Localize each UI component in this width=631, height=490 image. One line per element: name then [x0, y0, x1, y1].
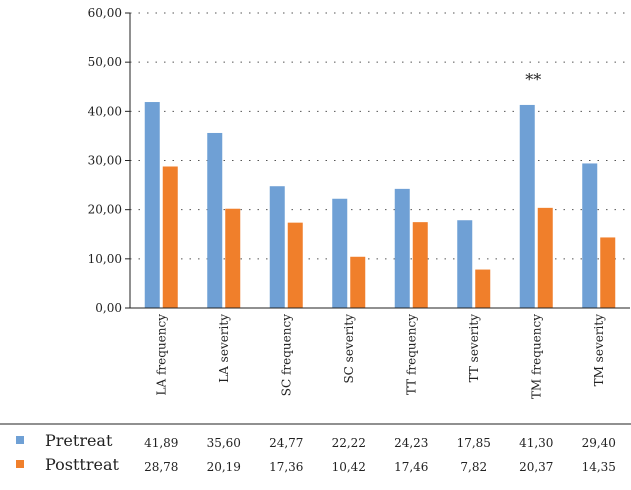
table-value: 35,60: [207, 436, 241, 450]
table-value: 28,78: [144, 460, 178, 474]
y-tick-label: 50,00: [88, 55, 122, 69]
bar-pretreat-7: [519, 104, 535, 308]
y-tick-label: 20,00: [88, 203, 122, 217]
x-axis: LA frequency LA severity SC frequency SC se…: [130, 307, 630, 399]
category-label: SC frequency: [279, 314, 293, 396]
category-label: SC severity: [342, 314, 356, 384]
y-axis: 0,00 10,00 20,00 30,00 40,00 50,00 60,00: [88, 6, 131, 315]
y-tick-label: 60,00: [88, 6, 122, 20]
y-tick-label: 40,00: [88, 104, 122, 118]
significance-annotation: **: [525, 70, 541, 89]
bar-posttreat-2: [225, 208, 241, 308]
bar-posttreat-3: [287, 222, 303, 308]
legend-label-pretreat: Pretreat: [45, 431, 113, 450]
bar-posttreat-7: [537, 207, 553, 308]
category-label: LA frequency: [154, 314, 168, 396]
bars: [144, 102, 616, 308]
legend-swatch-pretreat: [16, 436, 24, 444]
gridlines: [130, 12, 630, 260]
bar-pretreat-4: [332, 198, 348, 308]
category-label: TT frequency: [404, 314, 418, 395]
bar-posttreat-8: [600, 237, 616, 308]
bar-pretreat-8: [582, 163, 598, 308]
table-value: 10,42: [332, 460, 366, 474]
table-value: 14,35: [582, 460, 616, 474]
table-value: 20,37: [519, 460, 553, 474]
bar-pretreat-1: [144, 102, 160, 308]
bar-posttreat-5: [412, 222, 428, 308]
category-label: TM frequency: [529, 314, 543, 399]
data-table: Pretreat 41,89 35,60 24,77 22,22 24,23 17,85 41…: [0, 423, 631, 474]
legend-swatch-posttreat: [16, 460, 24, 468]
table-value: 29,40: [582, 436, 616, 450]
bar-pretreat-3: [269, 186, 285, 308]
bar-pretreat-2: [207, 132, 223, 308]
y-tick-label: 10,00: [88, 252, 122, 266]
table-value: 7,82: [460, 460, 487, 474]
table-value: 17,36: [269, 460, 303, 474]
table-value: 24,77: [269, 436, 303, 450]
table-value: 41,30: [519, 436, 553, 450]
legend-label-posttreat: Posttreat: [45, 455, 119, 474]
y-tick-label: 0,00: [95, 301, 122, 315]
bar-posttreat-1: [162, 166, 178, 308]
table-value: 41,89: [144, 436, 178, 450]
category-label: TM severity: [592, 314, 606, 387]
category-label: TT severity: [467, 314, 481, 383]
bar-posttreat-6: [475, 269, 491, 308]
bar-posttreat-4: [350, 256, 366, 308]
category-label: LA severity: [217, 314, 231, 383]
table-value: 20,19: [207, 460, 241, 474]
bar-pretreat-6: [457, 220, 473, 308]
annotations: **: [525, 70, 541, 89]
table-value: 22,22: [332, 436, 366, 450]
y-tick-label: 30,00: [88, 154, 122, 168]
table-value: 24,23: [394, 436, 428, 450]
table-value: 17,85: [457, 436, 491, 450]
bar-pretreat-5: [394, 188, 410, 308]
table-value: 17,46: [394, 460, 428, 474]
